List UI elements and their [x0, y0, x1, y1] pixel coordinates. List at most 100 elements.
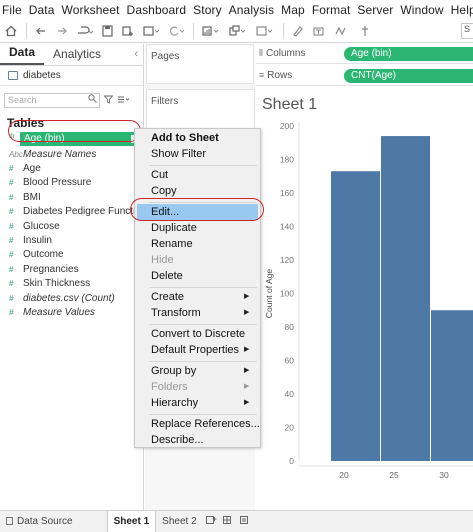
submenu-arrow-icon: ▶	[244, 346, 250, 353]
menu-item-transform[interactable]: Transform ▶	[151, 305, 249, 321]
tab-data[interactable]: Data	[0, 45, 45, 65]
fit-icon[interactable]	[334, 22, 350, 40]
menu-item-duplicate[interactable]: Duplicate	[151, 222, 197, 234]
field-item[interactable]: # Blood Pressure	[0, 176, 143, 190]
filter-icon[interactable]	[103, 95, 114, 106]
menu-dashboard[interactable]: Dashboard	[126, 3, 187, 17]
menu-help[interactable]: Help	[450, 3, 473, 17]
menu-format[interactable]: Format	[311, 3, 351, 17]
database-icon	[8, 71, 18, 80]
data-source-item[interactable]: diabetes	[0, 66, 143, 86]
tab-sheet-1[interactable]: Sheet 1	[106, 510, 157, 532]
worksheet-view[interactable]: Sheet 1 Count of Age 0 20 40 60 80 100 120 140 16…	[256, 88, 473, 510]
menu-data[interactable]: Data	[28, 3, 55, 17]
menu-item-show-filter[interactable]: Show Filter	[151, 148, 207, 160]
new-worksheet-tab-icon[interactable]	[205, 515, 217, 528]
menu-item-group-by[interactable]: Group by ▶	[151, 363, 249, 379]
menu-item-hierarchy[interactable]: Hierarchy ▶	[151, 395, 249, 411]
sort-icon[interactable]	[256, 22, 274, 40]
data-source-icon	[6, 516, 13, 525]
pause-icon[interactable]	[143, 22, 159, 40]
new-worksheet-icon[interactable]	[202, 22, 220, 40]
tab-sheet-2[interactable]: Sheet 2	[162, 515, 197, 527]
tab-data-source[interactable]: Data Source	[0, 511, 79, 532]
submenu-arrow-icon: ▶	[244, 367, 250, 374]
field-search-input[interactable]: Search	[4, 92, 100, 108]
columns-pill[interactable]: Age (bin)	[344, 46, 473, 61]
new-dashboard-tab-icon[interactable]	[222, 515, 234, 528]
menu-item-default-properties[interactable]: Default Properties ▶	[151, 342, 249, 358]
filters-card-title: Filters	[151, 96, 179, 107]
label-icon[interactable]	[313, 22, 325, 40]
menu-map[interactable]: Map	[281, 3, 305, 17]
field-context-menu: Add to Sheet Show Filter Cut Copy Edit..…	[134, 128, 261, 448]
columns-icon: ⦀	[259, 48, 263, 58]
menu-item-describe[interactable]: Describe...	[151, 434, 204, 446]
menu-item-edit[interactable]: Edit...	[151, 206, 180, 218]
menu-item-delete[interactable]: Delete	[151, 270, 183, 282]
pin-icon[interactable]	[359, 22, 371, 40]
view-options-icon[interactable]	[117, 95, 131, 106]
save-icon[interactable]	[102, 22, 113, 40]
menu-separator	[149, 324, 257, 325]
rows-pill[interactable]: CNT(Age)	[344, 68, 473, 83]
bar-20[interactable]	[331, 171, 380, 461]
menu-server[interactable]: Server	[357, 3, 394, 17]
collapse-pane-icon[interactable]: ‹	[134, 48, 138, 60]
field-item[interactable]: # Skin Thickness	[0, 277, 143, 291]
field-item[interactable]: # Measure Values	[0, 305, 143, 319]
menu-separator	[149, 361, 257, 362]
field-item[interactable]: Abc Measure Names	[0, 147, 143, 161]
menu-analysis[interactable]: Analysis	[228, 3, 275, 17]
back-icon[interactable]	[35, 22, 47, 40]
home-icon[interactable]	[5, 22, 17, 40]
refresh-icon[interactable]	[168, 22, 184, 40]
toolbar-search-box[interactable]: S	[461, 23, 473, 39]
menu-separator	[149, 202, 257, 203]
menu-file[interactable]: File	[2, 3, 22, 17]
pages-card[interactable]: Pages	[146, 44, 254, 84]
bar-30[interactable]	[431, 310, 473, 461]
annotation-circle-field	[8, 120, 141, 142]
rows-shelf[interactable]: ≡ Rows CNT(Age)	[256, 66, 473, 86]
menu-item-folders-label: Folders	[151, 381, 188, 393]
swap-icon[interactable]	[229, 22, 247, 40]
field-item[interactable]: # BMI	[0, 190, 143, 204]
undo-icon[interactable]	[77, 22, 93, 40]
submenu-arrow-icon: ▶	[244, 399, 250, 406]
menu-story[interactable]: Story	[193, 3, 222, 17]
x-tick-label: 25	[389, 470, 399, 480]
columns-label-text: Columns	[265, 48, 306, 59]
field-item[interactable]: # Outcome	[0, 248, 143, 262]
field-item[interactable]: # Age	[0, 161, 143, 175]
menu-window[interactable]: Window	[400, 3, 444, 17]
tab-analytics[interactable]: Analytics	[53, 47, 102, 61]
y-tick-label: 160	[280, 188, 294, 198]
menu-item-replace-references[interactable]: Replace References...	[151, 418, 260, 430]
field-item[interactable]: # Diabetes Pedigree Function	[0, 205, 143, 219]
submenu-arrow-icon: ▶	[244, 309, 250, 316]
menu-item-copy[interactable]: Copy	[151, 185, 177, 197]
menu-item-group-by-label: Group by	[151, 365, 197, 377]
measure-icon: #	[9, 178, 14, 188]
field-item[interactable]: # Insulin	[0, 233, 143, 247]
new-story-tab-icon[interactable]	[239, 515, 251, 528]
field-item[interactable]: # diabetes.csv (Count)	[0, 291, 143, 305]
new-data-source-icon[interactable]	[122, 22, 134, 40]
menu-item-rename[interactable]: Rename	[151, 238, 193, 250]
measure-icon: #	[9, 293, 14, 303]
highlight-icon[interactable]	[292, 22, 304, 40]
columns-shelf[interactable]: ⦀ Columns Age (bin)	[256, 44, 473, 64]
forward-icon[interactable]	[56, 22, 68, 40]
menu-item-add-to-sheet[interactable]: Add to Sheet	[151, 132, 219, 144]
field-item-label: Pregnancies	[23, 263, 79, 275]
field-item-label: Glucose	[23, 220, 60, 232]
pages-card-title: Pages	[151, 51, 180, 62]
menu-worksheet[interactable]: Worksheet	[61, 3, 120, 17]
menu-item-convert-to-discrete[interactable]: Convert to Discrete	[151, 328, 246, 340]
field-item[interactable]: # Glucose	[0, 219, 143, 233]
bar-25[interactable]	[381, 136, 430, 462]
field-item[interactable]: # Pregnancies	[0, 262, 143, 276]
menu-item-create[interactable]: Create ▶	[151, 289, 249, 305]
menu-item-cut[interactable]: Cut	[151, 169, 169, 181]
